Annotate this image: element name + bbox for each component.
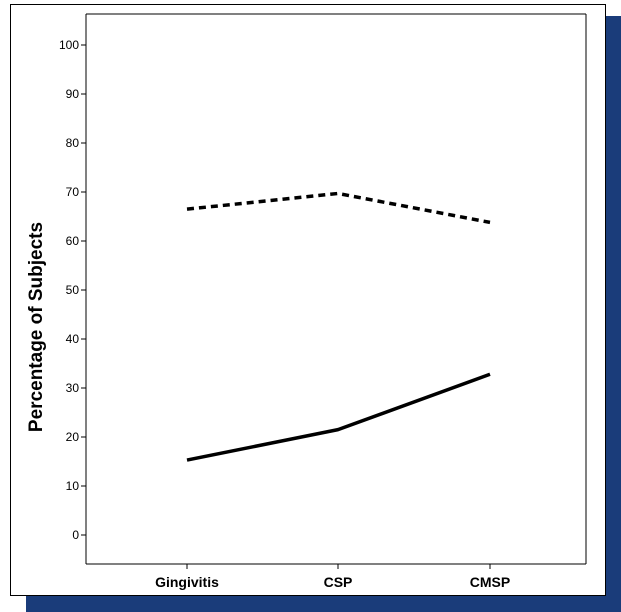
y-axis-title: Percentage of Subjects (26, 222, 47, 432)
y-tick-label: 20 (66, 430, 80, 444)
series-lines (186, 191, 491, 462)
y-tick-label: 90 (66, 87, 80, 101)
y-tick-label: 50 (66, 283, 80, 297)
x-category-label: CSP (324, 574, 353, 590)
x-ticks: Gingivitis CSP CMSP (155, 564, 510, 590)
y-tick-label: 60 (66, 234, 80, 248)
y-tick-label: 40 (66, 332, 80, 346)
y-tick-label: 80 (66, 136, 80, 150)
y-ticks: 0 10 20 30 40 50 60 70 80 90 100 (59, 38, 86, 542)
axes (85, 13, 587, 565)
y-tick-label: 0 (72, 528, 79, 542)
y-tick-label: 30 (66, 381, 80, 395)
y-tick-label: 10 (66, 479, 80, 493)
chart-frame (10, 4, 606, 596)
series-line-solid (186, 372, 491, 462)
x-category-label: CMSP (470, 574, 510, 590)
series-line-dashed (186, 191, 491, 225)
y-tick-label: 100 (59, 38, 79, 52)
y-tick-label: 70 (66, 185, 80, 199)
x-category-label: Gingivitis (155, 574, 219, 590)
